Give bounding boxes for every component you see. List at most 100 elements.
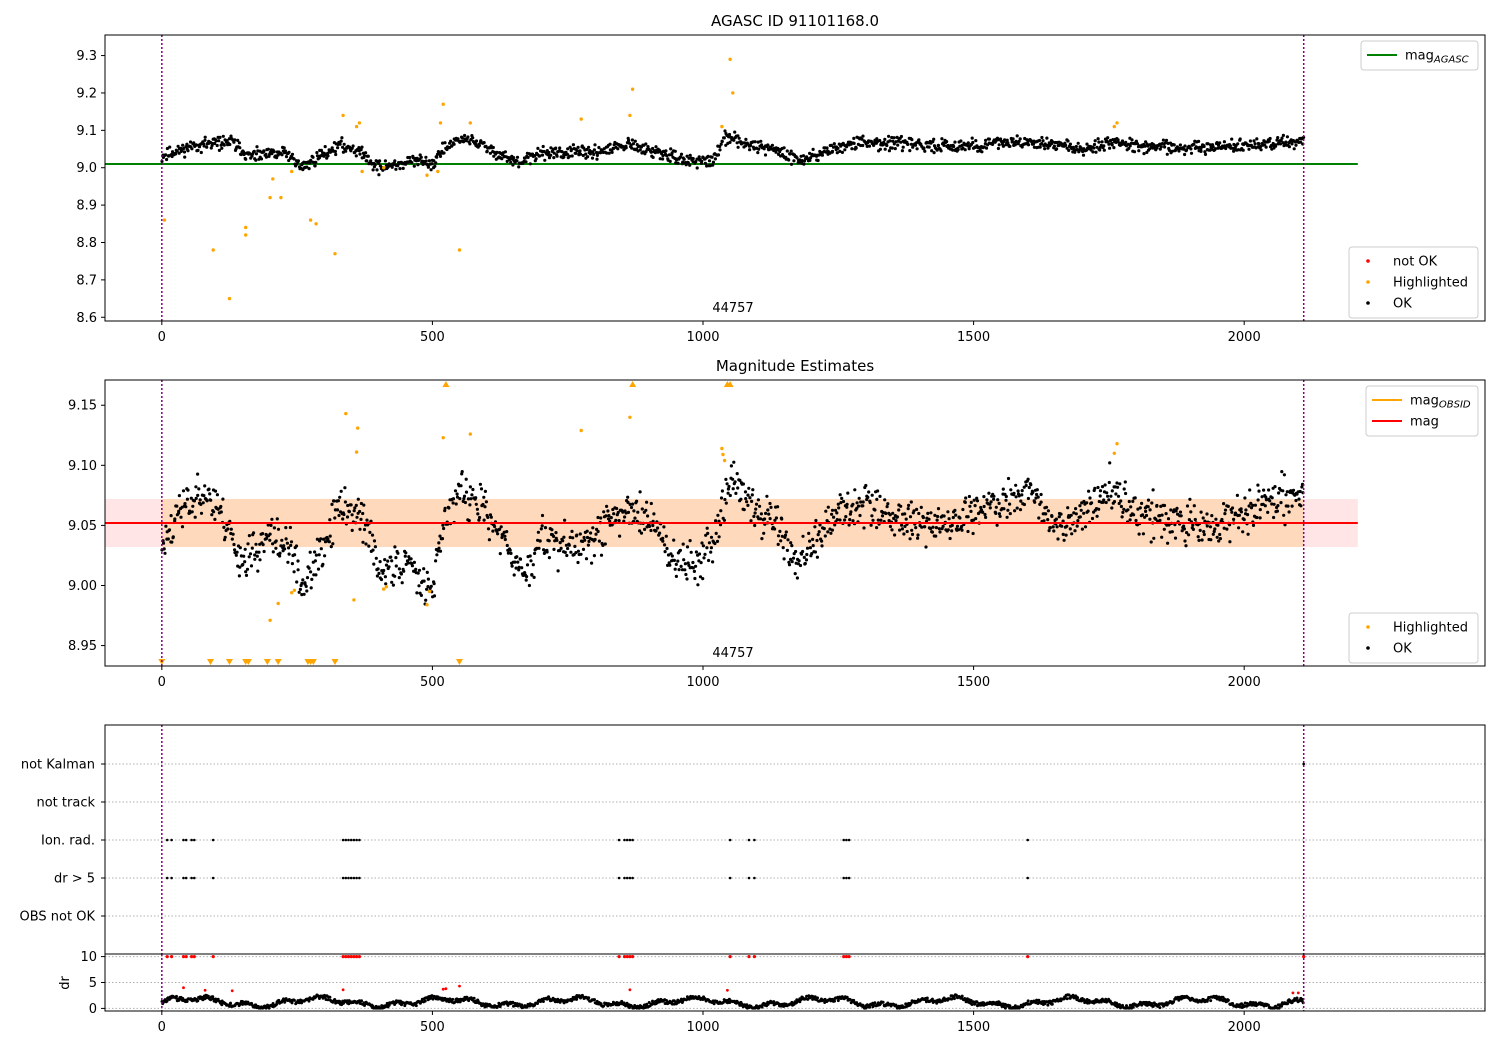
ok-point bbox=[1253, 503, 1257, 507]
flag-point bbox=[170, 838, 173, 842]
ok-point bbox=[1275, 138, 1279, 142]
ok-point bbox=[356, 497, 360, 501]
ok-point bbox=[878, 147, 883, 151]
ok-point bbox=[626, 510, 631, 514]
ok-point bbox=[1104, 500, 1108, 505]
ok-point bbox=[1074, 512, 1078, 516]
ok-point bbox=[773, 518, 777, 522]
ok-point bbox=[1177, 149, 1181, 153]
agasc-legend-lower-frame bbox=[1348, 246, 1479, 319]
ok-point bbox=[1077, 150, 1081, 154]
highlighted-point bbox=[579, 428, 583, 433]
ok-point bbox=[841, 499, 846, 504]
ok-point bbox=[242, 152, 246, 157]
ok-point bbox=[1108, 138, 1113, 143]
ok-point bbox=[1183, 539, 1187, 543]
ok-point bbox=[868, 500, 872, 505]
ok-point bbox=[478, 482, 482, 486]
ok-point bbox=[905, 529, 909, 534]
ok-point bbox=[997, 512, 1002, 516]
ok-point bbox=[398, 167, 402, 171]
ok-point bbox=[591, 526, 595, 530]
ok-point bbox=[705, 164, 709, 168]
ok-point bbox=[474, 502, 478, 506]
ok-point bbox=[386, 559, 390, 563]
ok-point bbox=[585, 529, 589, 533]
ok-point bbox=[587, 145, 591, 149]
ok-point bbox=[197, 145, 202, 149]
ok-point bbox=[443, 506, 447, 510]
ok-point bbox=[1199, 510, 1203, 514]
ok-point bbox=[899, 140, 903, 144]
flag-point bbox=[845, 876, 848, 880]
flag-point bbox=[341, 876, 345, 880]
flag-point bbox=[847, 876, 851, 880]
ok-point bbox=[811, 537, 815, 542]
ok-point bbox=[508, 548, 512, 552]
ok-point bbox=[594, 532, 598, 536]
ok-point bbox=[903, 512, 907, 516]
ok-point bbox=[574, 551, 578, 555]
ok-point bbox=[778, 529, 782, 534]
ok-point bbox=[724, 143, 728, 147]
ok-point bbox=[947, 517, 951, 521]
ok-point bbox=[241, 562, 245, 567]
ok-point bbox=[1179, 514, 1183, 518]
ok-point bbox=[707, 558, 711, 563]
ok-point bbox=[247, 534, 251, 538]
flag-point bbox=[1302, 762, 1305, 766]
ok-point bbox=[1095, 514, 1099, 518]
ok-point bbox=[434, 161, 438, 165]
ok-point bbox=[1004, 494, 1008, 499]
ok-point bbox=[688, 539, 692, 543]
ok-point bbox=[212, 510, 216, 514]
dr-point bbox=[541, 1000, 545, 1003]
ok-point bbox=[314, 573, 318, 577]
legend-subscript: AGASC bbox=[1433, 55, 1469, 66]
ok-point bbox=[608, 142, 612, 146]
ok-point bbox=[474, 139, 479, 143]
ok-point bbox=[1054, 517, 1058, 521]
ok-point bbox=[1134, 139, 1138, 143]
ok-point bbox=[669, 147, 673, 151]
ok-point bbox=[1051, 525, 1055, 529]
ok-point bbox=[287, 150, 291, 154]
ok-point bbox=[861, 500, 865, 504]
ok-point bbox=[191, 504, 195, 508]
x-tick-label: 500 bbox=[420, 675, 445, 690]
highlighted-point bbox=[728, 57, 732, 61]
ok-point bbox=[826, 505, 830, 509]
flag-point bbox=[1026, 838, 1029, 842]
ok-point bbox=[1143, 144, 1147, 148]
ok-point bbox=[784, 530, 788, 534]
ok-point bbox=[941, 524, 945, 529]
ok-point bbox=[1093, 139, 1097, 143]
highlighted-point bbox=[1112, 124, 1117, 129]
ok-point bbox=[640, 507, 644, 511]
ok-point bbox=[968, 504, 972, 508]
ok-point bbox=[885, 143, 889, 148]
ok-point bbox=[1068, 142, 1072, 146]
ok-point bbox=[424, 159, 428, 163]
ok-point bbox=[814, 518, 818, 523]
ok-point bbox=[1272, 502, 1276, 506]
ok-point bbox=[451, 497, 456, 501]
legend-label: Highlighted bbox=[1393, 621, 1468, 636]
ok-point bbox=[942, 514, 946, 518]
flag-point bbox=[347, 876, 350, 880]
ok-point bbox=[467, 519, 471, 523]
ok-point bbox=[1249, 501, 1253, 505]
x-tick-label: 1000 bbox=[686, 330, 719, 345]
ok-point bbox=[1299, 504, 1303, 508]
ok-point bbox=[1094, 150, 1098, 154]
ok-point bbox=[1014, 139, 1018, 143]
dr-flagged-point bbox=[444, 987, 448, 991]
ok-point bbox=[231, 532, 235, 536]
ok-point bbox=[1196, 535, 1200, 539]
ok-point bbox=[828, 527, 832, 531]
ok-point bbox=[805, 552, 809, 557]
ok-point bbox=[908, 537, 912, 541]
ok-point bbox=[694, 550, 699, 554]
ok-point bbox=[658, 531, 662, 535]
dr-point bbox=[1140, 1003, 1144, 1007]
